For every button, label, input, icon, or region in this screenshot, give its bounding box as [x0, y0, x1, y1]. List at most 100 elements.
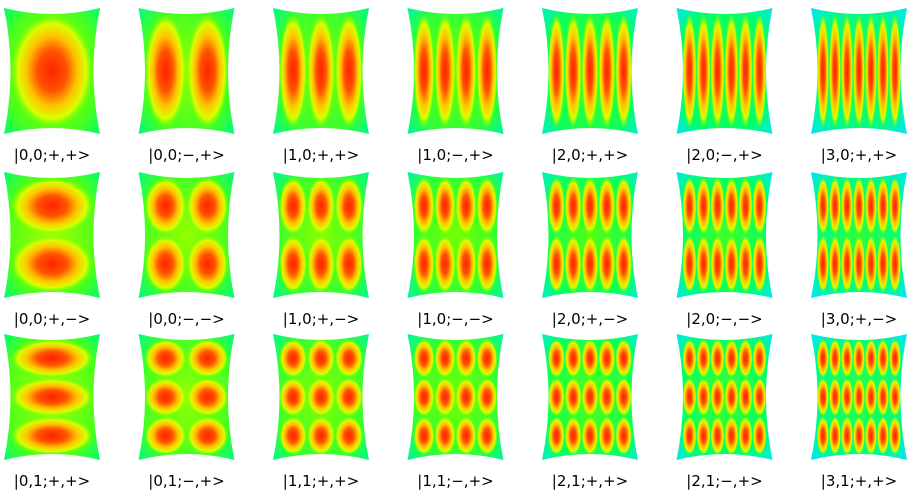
intensity-lobe — [186, 13, 229, 129]
intensity-lobe — [598, 235, 616, 293]
intensity-lobe — [853, 416, 865, 455]
mode-panel: |1,1;+,+> — [273, 334, 369, 490]
intensity-lobe — [476, 177, 498, 235]
intensity-lobe — [455, 339, 477, 378]
intensity-lobe — [841, 377, 853, 417]
mode-panel: |2,1;+,+> — [542, 334, 638, 490]
intensity-lobe — [476, 339, 498, 378]
mode-panel: |2,0;−,+> — [676, 8, 773, 164]
intensity-lobe — [455, 177, 477, 235]
mode-panel: |1,0;+,+> — [273, 8, 369, 164]
mode-panel: |1,1;−,+> — [407, 334, 504, 490]
intensity-lobe — [335, 177, 363, 235]
intensity-lobe — [581, 416, 599, 455]
intensity-lobe — [829, 235, 841, 293]
intensity-lobe — [682, 13, 697, 129]
intensity-lobe — [455, 416, 477, 455]
mode-panel: |1,0;+,−> — [273, 172, 369, 328]
intensity-lobe — [548, 339, 565, 378]
mode-label: |0,0;+,−> — [14, 310, 90, 328]
mode-label: |2,0;+,−> — [552, 310, 628, 328]
intensity-lobe — [696, 177, 711, 235]
intensity-lobe — [615, 416, 632, 455]
mode-panel: |3,1;+,+> — [811, 334, 907, 490]
intensity-lobe — [696, 416, 711, 455]
intensity-lobe — [413, 416, 435, 455]
intensity-lobe — [144, 416, 187, 455]
intensity-lobe — [853, 235, 865, 293]
intensity-lobe — [696, 377, 711, 417]
intensity-lobe — [455, 13, 477, 129]
mode-label: |1,0;−,+> — [417, 146, 493, 164]
intensity-lobe — [889, 235, 901, 293]
intensity-lobe — [434, 339, 456, 378]
mode-label: |3,1;+,+> — [821, 472, 897, 490]
intensity-lobe — [889, 13, 901, 129]
intensity-lobe — [829, 377, 841, 417]
intensity-lobe — [10, 235, 94, 293]
mode-label: |2,0;−,−> — [686, 310, 762, 328]
mode-label: |1,0;+,+> — [283, 146, 359, 164]
intensity-lobe — [829, 13, 841, 129]
intensity-lobe — [581, 235, 599, 293]
intensity-lobe — [564, 416, 582, 455]
intensity-lobe — [710, 235, 725, 293]
intensity-lobe — [434, 416, 456, 455]
mode-panel: |3,0;+,−> — [811, 172, 907, 328]
intensity-lobe — [682, 177, 697, 235]
intensity-lobe — [817, 377, 829, 417]
mode-label: |0,0;+,+> — [14, 146, 90, 164]
intensity-lobe — [144, 177, 187, 235]
intensity-lobe — [476, 416, 498, 455]
intensity-lobe — [865, 339, 877, 378]
intensity-lobe — [710, 13, 725, 129]
mode-panel: |0,0;−,+> — [138, 8, 235, 164]
intensity-lobe — [10, 177, 94, 235]
intensity-lobe — [682, 416, 697, 455]
intensity-lobe — [752, 177, 767, 235]
intensity-lobe — [186, 177, 229, 235]
intensity-lobe — [10, 13, 94, 129]
intensity-lobe — [144, 235, 187, 293]
intensity-lobe — [841, 339, 853, 378]
intensity-lobe — [548, 377, 565, 417]
intensity-lobe — [10, 416, 94, 455]
intensity-lobe — [615, 177, 632, 235]
intensity-lobe — [817, 416, 829, 455]
intensity-lobe — [853, 377, 865, 417]
intensity-lobe — [279, 416, 307, 455]
intensity-lobe — [581, 13, 599, 129]
intensity-lobe — [307, 177, 335, 235]
mode-label: |2,0;−,+> — [686, 146, 762, 164]
mode-panel: |2,0;+,−> — [542, 172, 638, 328]
intensity-lobe — [615, 13, 632, 129]
intensity-lobe — [581, 339, 599, 378]
intensity-lobe — [865, 377, 877, 417]
mode-label: |0,1;+,+> — [14, 472, 90, 490]
intensity-lobe — [724, 177, 739, 235]
intensity-lobe — [724, 339, 739, 378]
intensity-lobe — [598, 416, 616, 455]
intensity-lobe — [724, 235, 739, 293]
mode-panel: |2,0;−,−> — [676, 172, 773, 328]
intensity-lobe — [877, 13, 889, 129]
intensity-lobe — [841, 177, 853, 235]
intensity-lobe — [865, 235, 877, 293]
intensity-lobe — [10, 339, 94, 378]
intensity-lobe — [564, 13, 582, 129]
intensity-lobe — [279, 339, 307, 378]
intensity-lobe — [335, 377, 363, 417]
intensity-lobe — [615, 377, 632, 417]
intensity-lobe — [548, 177, 565, 235]
intensity-lobe — [476, 377, 498, 417]
intensity-lobe — [877, 377, 889, 417]
mode-label: |1,0;+,−> — [283, 310, 359, 328]
mode-label: |0,0;−,+> — [148, 146, 224, 164]
mode-panel: |2,0;+,+> — [542, 8, 638, 164]
intensity-lobe — [548, 416, 565, 455]
intensity-lobe — [598, 13, 616, 129]
intensity-lobe — [710, 177, 725, 235]
mode-label: |2,1;+,+> — [552, 472, 628, 490]
intensity-lobe — [186, 235, 229, 293]
intensity-lobe — [829, 416, 841, 455]
